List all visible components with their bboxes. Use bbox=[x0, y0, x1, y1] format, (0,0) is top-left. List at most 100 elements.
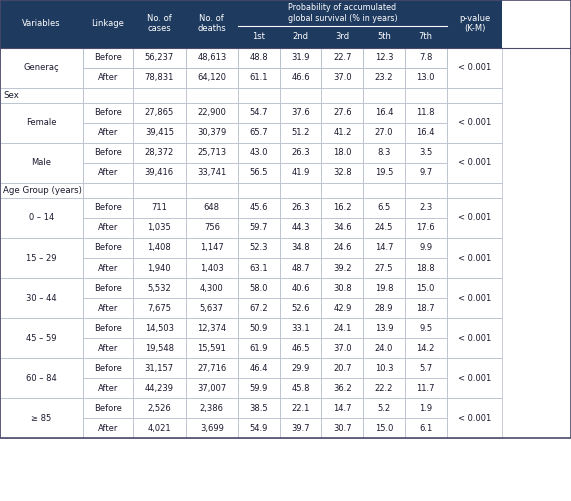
Bar bbox=[321, 143, 363, 163]
Text: 52.6: 52.6 bbox=[291, 304, 310, 313]
Text: 48,613: 48,613 bbox=[197, 53, 227, 62]
Text: 54.7: 54.7 bbox=[250, 108, 268, 117]
Bar bbox=[0, 183, 83, 198]
Text: 26.3: 26.3 bbox=[291, 148, 310, 157]
Text: 31.9: 31.9 bbox=[291, 53, 310, 62]
Bar bbox=[321, 378, 363, 398]
Text: 19,548: 19,548 bbox=[145, 344, 174, 353]
Text: 46.4: 46.4 bbox=[250, 364, 268, 373]
Text: 16.2: 16.2 bbox=[333, 203, 352, 212]
Text: 5.7: 5.7 bbox=[419, 364, 432, 373]
Bar bbox=[238, 378, 280, 398]
Bar bbox=[363, 48, 405, 69]
Text: 28,372: 28,372 bbox=[144, 148, 174, 157]
Bar bbox=[363, 143, 405, 163]
Text: 14,503: 14,503 bbox=[145, 324, 174, 333]
Text: 41.2: 41.2 bbox=[333, 128, 352, 137]
Bar bbox=[405, 358, 447, 378]
Text: After: After bbox=[98, 168, 118, 177]
Bar bbox=[83, 238, 133, 258]
Text: 22.1: 22.1 bbox=[291, 404, 310, 413]
Bar bbox=[0, 103, 83, 143]
Bar bbox=[186, 143, 238, 163]
Text: 0 – 14: 0 – 14 bbox=[29, 213, 54, 222]
Bar bbox=[0, 198, 83, 238]
Bar bbox=[363, 198, 405, 218]
Text: p-value
(K-M): p-value (K-M) bbox=[459, 14, 490, 34]
Bar bbox=[447, 0, 502, 48]
Text: 14.7: 14.7 bbox=[333, 404, 352, 413]
Text: 3,699: 3,699 bbox=[200, 424, 224, 433]
Text: 711: 711 bbox=[151, 203, 167, 212]
Bar bbox=[238, 143, 280, 163]
Text: 78,831: 78,831 bbox=[144, 73, 174, 82]
Text: 2,526: 2,526 bbox=[147, 404, 171, 413]
Text: 1.9: 1.9 bbox=[419, 404, 432, 413]
Bar bbox=[280, 318, 321, 338]
Text: Before: Before bbox=[94, 324, 122, 333]
Bar bbox=[83, 143, 133, 163]
Bar bbox=[405, 378, 447, 398]
Text: 19.8: 19.8 bbox=[375, 284, 393, 293]
Text: 1,035: 1,035 bbox=[147, 223, 171, 232]
Text: 65.7: 65.7 bbox=[250, 128, 268, 137]
Text: 18.7: 18.7 bbox=[416, 304, 435, 313]
Bar bbox=[133, 318, 186, 338]
Text: 5th: 5th bbox=[377, 32, 391, 41]
Bar bbox=[83, 163, 133, 183]
Bar bbox=[363, 258, 405, 278]
Bar bbox=[238, 183, 280, 198]
Text: Sex: Sex bbox=[3, 91, 19, 100]
Bar bbox=[321, 238, 363, 258]
Text: 1,147: 1,147 bbox=[200, 243, 224, 253]
Bar bbox=[321, 338, 363, 358]
Text: 54.9: 54.9 bbox=[250, 424, 268, 433]
Bar bbox=[83, 338, 133, 358]
Bar bbox=[238, 318, 280, 338]
Text: 10.3: 10.3 bbox=[375, 364, 393, 373]
Text: < 0.001: < 0.001 bbox=[458, 63, 491, 72]
Text: 756: 756 bbox=[204, 223, 220, 232]
Bar bbox=[238, 358, 280, 378]
Bar bbox=[133, 68, 186, 88]
Text: 7.8: 7.8 bbox=[419, 53, 432, 62]
Bar bbox=[447, 198, 502, 238]
Text: 39.7: 39.7 bbox=[291, 424, 310, 433]
Bar bbox=[321, 183, 363, 198]
Text: 30 – 44: 30 – 44 bbox=[26, 294, 57, 303]
Bar bbox=[238, 258, 280, 278]
Text: 32.8: 32.8 bbox=[333, 168, 352, 177]
Text: 36.2: 36.2 bbox=[333, 384, 352, 393]
Bar bbox=[321, 198, 363, 218]
Bar bbox=[321, 123, 363, 143]
Bar bbox=[405, 418, 447, 438]
Bar bbox=[186, 338, 238, 358]
Text: Linkage: Linkage bbox=[91, 20, 124, 28]
Bar bbox=[447, 358, 502, 398]
Text: 12,374: 12,374 bbox=[197, 324, 227, 333]
Text: 22,900: 22,900 bbox=[198, 108, 226, 117]
Bar bbox=[363, 0, 405, 48]
Text: 50.9: 50.9 bbox=[250, 324, 268, 333]
Bar bbox=[133, 358, 186, 378]
Bar bbox=[83, 123, 133, 143]
Text: 31,157: 31,157 bbox=[144, 364, 174, 373]
Bar bbox=[321, 418, 363, 438]
Bar bbox=[321, 278, 363, 298]
Bar bbox=[238, 338, 280, 358]
Bar bbox=[363, 378, 405, 398]
Bar bbox=[186, 183, 238, 198]
Text: Before: Before bbox=[94, 53, 122, 62]
Bar bbox=[186, 258, 238, 278]
Bar bbox=[238, 88, 280, 103]
Text: 2,386: 2,386 bbox=[200, 404, 224, 413]
Bar bbox=[321, 163, 363, 183]
Bar bbox=[83, 198, 133, 218]
Bar bbox=[321, 298, 363, 318]
Text: 39,415: 39,415 bbox=[145, 128, 174, 137]
Text: 1,940: 1,940 bbox=[147, 264, 171, 273]
Bar bbox=[363, 418, 405, 438]
Bar bbox=[280, 358, 321, 378]
Text: 33,741: 33,741 bbox=[197, 168, 227, 177]
Text: 46.5: 46.5 bbox=[291, 344, 310, 353]
